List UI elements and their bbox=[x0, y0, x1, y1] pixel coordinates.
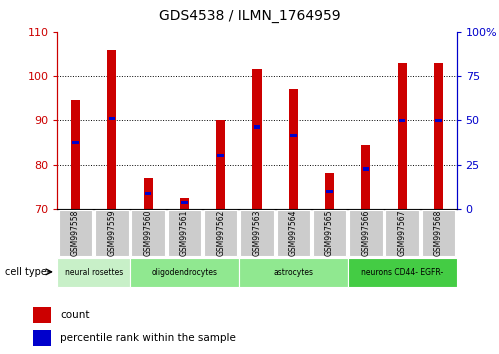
Bar bbox=[144, 178, 153, 209]
Text: GSM997560: GSM997560 bbox=[144, 210, 153, 256]
Bar bbox=[399, 119, 405, 122]
FancyBboxPatch shape bbox=[276, 210, 310, 256]
Bar bbox=[398, 63, 407, 209]
Bar bbox=[289, 89, 298, 209]
Bar bbox=[107, 50, 116, 209]
Text: GSM997561: GSM997561 bbox=[180, 210, 189, 256]
Bar bbox=[434, 63, 443, 209]
Bar bbox=[145, 192, 151, 195]
Text: GSM997559: GSM997559 bbox=[107, 210, 116, 256]
Text: percentile rank within the sample: percentile rank within the sample bbox=[60, 332, 236, 343]
Text: count: count bbox=[60, 310, 89, 320]
FancyBboxPatch shape bbox=[239, 258, 348, 287]
FancyBboxPatch shape bbox=[313, 210, 346, 256]
Text: GSM997558: GSM997558 bbox=[71, 210, 80, 256]
FancyBboxPatch shape bbox=[57, 258, 130, 287]
Bar bbox=[216, 120, 225, 209]
Text: GSM997563: GSM997563 bbox=[252, 210, 261, 256]
Text: oligodendrocytes: oligodendrocytes bbox=[151, 268, 218, 277]
Text: GSM997565: GSM997565 bbox=[325, 210, 334, 256]
FancyBboxPatch shape bbox=[422, 210, 455, 256]
Text: neurons CD44- EGFR-: neurons CD44- EGFR- bbox=[361, 268, 443, 277]
Text: GDS4538 / ILMN_1764959: GDS4538 / ILMN_1764959 bbox=[159, 9, 340, 23]
FancyBboxPatch shape bbox=[349, 210, 383, 256]
Text: GSM997562: GSM997562 bbox=[216, 210, 225, 256]
Bar bbox=[71, 101, 80, 209]
FancyBboxPatch shape bbox=[130, 258, 239, 287]
Bar bbox=[33, 330, 51, 346]
Bar bbox=[33, 307, 51, 323]
FancyBboxPatch shape bbox=[168, 210, 201, 256]
Bar bbox=[181, 201, 188, 204]
Text: GSM997564: GSM997564 bbox=[289, 210, 298, 256]
Text: astrocytes: astrocytes bbox=[273, 268, 313, 277]
Bar bbox=[72, 141, 79, 144]
FancyBboxPatch shape bbox=[204, 210, 238, 256]
Bar bbox=[435, 119, 442, 122]
Bar bbox=[180, 198, 189, 209]
FancyBboxPatch shape bbox=[131, 210, 165, 256]
Text: GSM997566: GSM997566 bbox=[361, 210, 370, 256]
Bar bbox=[361, 145, 370, 209]
FancyBboxPatch shape bbox=[241, 210, 273, 256]
FancyBboxPatch shape bbox=[59, 210, 92, 256]
Bar bbox=[326, 190, 333, 193]
Bar bbox=[325, 173, 334, 209]
Text: GSM997567: GSM997567 bbox=[398, 210, 407, 256]
FancyBboxPatch shape bbox=[95, 210, 129, 256]
Bar bbox=[290, 134, 296, 137]
Text: GSM997568: GSM997568 bbox=[434, 210, 443, 256]
Bar bbox=[218, 154, 224, 157]
Bar bbox=[109, 116, 115, 120]
Text: neural rosettes: neural rosettes bbox=[64, 268, 123, 277]
Bar bbox=[252, 69, 261, 209]
Bar bbox=[253, 125, 260, 129]
FancyBboxPatch shape bbox=[348, 258, 457, 287]
Text: cell type: cell type bbox=[5, 267, 47, 277]
Bar bbox=[363, 167, 369, 171]
FancyBboxPatch shape bbox=[385, 210, 419, 256]
